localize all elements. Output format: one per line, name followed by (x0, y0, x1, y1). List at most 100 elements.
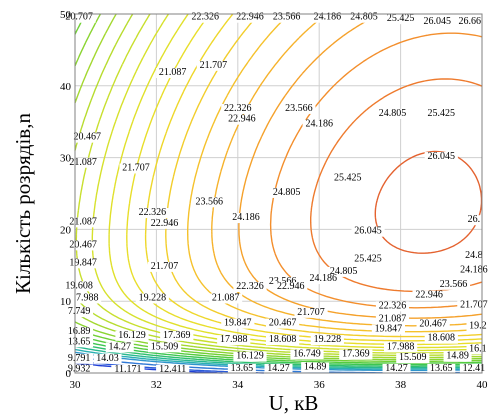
contour-label-bg (310, 12, 344, 23)
contour-label: 24.805 (350, 12, 378, 23)
contour-label: 19.847 (375, 323, 403, 334)
contour-label-bg (119, 163, 153, 174)
contour-label-bg (265, 318, 300, 329)
contour-label: 14.89 (304, 361, 327, 372)
contour-label-bg (135, 208, 169, 219)
contour-label-bg (331, 173, 365, 184)
contour-label-bg (65, 337, 94, 348)
contour-label: 21.707 (200, 60, 228, 71)
contour-label-bg (457, 265, 489, 276)
contour-label: 17.369 (342, 348, 370, 359)
contour-label: 13.65 (68, 336, 91, 347)
x-axis-title: U, кВ (269, 391, 319, 415)
contour-label: 19.608 (65, 280, 93, 291)
contour-line-19 (187, 13, 483, 333)
contour-label-bg (115, 330, 149, 341)
contour-label-bg (424, 108, 458, 119)
contour-label-bg (274, 281, 308, 292)
contour-label-bg (375, 314, 410, 325)
contour-label-bg (310, 335, 344, 346)
contour-label: 12.411 (159, 364, 186, 375)
contour-label-bg (462, 251, 486, 262)
contour-label: 24.186 (232, 212, 260, 223)
contour-label-bg (62, 281, 96, 292)
contour-label: 24.186 (314, 12, 342, 23)
contour-label-bg (459, 363, 488, 374)
contour-label: 21.707 (151, 261, 179, 272)
contour-label-bg (427, 363, 456, 374)
contour-label: 21.087 (69, 157, 97, 168)
x-tick-label: 40 (477, 379, 489, 391)
contour-label: 21.087 (379, 313, 407, 324)
contour-label-bg (443, 351, 472, 362)
contour-label-bg (265, 335, 300, 346)
contour-label: 17.369 (163, 330, 191, 341)
contour-label-bg (105, 342, 134, 353)
contour-line-12 (74, 13, 483, 356)
contour-label-bg (282, 103, 316, 114)
contour-label-bg (301, 362, 330, 373)
contour-label-bg (455, 17, 484, 28)
contour-label-bg (62, 12, 96, 23)
contour-label-bg (65, 307, 94, 318)
contour-label: 21.707 (297, 307, 325, 318)
contour-label: 14.89 (446, 351, 469, 362)
contour-label: 18.608 (269, 334, 297, 345)
contour-label-bg (412, 290, 446, 301)
contour-label-bg (221, 103, 255, 114)
x-tick-label: 34 (232, 379, 244, 391)
contour-label: 19.228 (314, 334, 342, 345)
contour-line-21 (238, 13, 483, 319)
contour-label: 21.707 (122, 163, 150, 174)
contour-label: 22.326 (191, 12, 219, 23)
contour-label: 22.326 (379, 300, 407, 311)
contour-label: 26.045 (423, 16, 451, 27)
contour-label-bg (424, 152, 458, 163)
contour-label-bg (66, 157, 100, 168)
contour-label: 11.171 (114, 364, 141, 375)
contour-label-bg (233, 351, 267, 362)
contour-label: 20.707 (65, 12, 93, 23)
contour-label: 19.2 (469, 320, 487, 331)
contour-label-bg (436, 279, 471, 290)
contour-label: 14.27 (267, 363, 290, 374)
contour-label-bg (65, 364, 94, 375)
contour-label: 22.326 (224, 103, 252, 114)
contour-label-bg (65, 327, 94, 338)
contour-label: 9.791 (68, 353, 91, 364)
x-tick-labels: 30 32 34 36 38 40 (70, 379, 489, 391)
contour-label-bg (188, 12, 222, 23)
contour-label: 22.946 (228, 114, 256, 125)
contour-label: 26.045 (354, 226, 382, 237)
contour-label: 24.805 (330, 266, 358, 277)
contour-label: 22.326 (236, 281, 264, 292)
contour-label: 19.847 (69, 257, 97, 268)
contour-label-bg (233, 281, 267, 292)
contour-label: 15.509 (151, 341, 179, 352)
contour-label: 21.707 (460, 300, 488, 311)
contour-label: 7.749 (68, 306, 91, 317)
contour-label-bg (221, 318, 255, 329)
contour-label-bg (225, 114, 259, 125)
contour-label-bg (160, 330, 194, 341)
contour-label: 24.186 (305, 119, 333, 130)
x-tick-label: 30 (70, 379, 82, 391)
contour-label-bg (229, 213, 263, 224)
contour-label: 25.425 (334, 173, 362, 184)
contour-label-bg (351, 254, 385, 265)
contour-label: 24.805 (273, 187, 301, 198)
contour-label-bg (111, 364, 145, 375)
contour-label-bg (66, 258, 100, 269)
contour-label: 26.66 (459, 16, 482, 27)
contour-label-bg (156, 364, 190, 375)
contour-label: 14.27 (109, 341, 132, 352)
plot-frame (74, 13, 483, 374)
contour-label: 16.749 (293, 348, 321, 359)
contour-label: 25.425 (387, 13, 415, 24)
contour-label-bg (396, 353, 430, 364)
contour-label: 16.89 (68, 326, 91, 337)
contour-label-bg (457, 300, 489, 311)
contour-label-bg (384, 14, 418, 25)
contour-label-bg (147, 342, 182, 353)
contour-label-bg (147, 218, 182, 229)
